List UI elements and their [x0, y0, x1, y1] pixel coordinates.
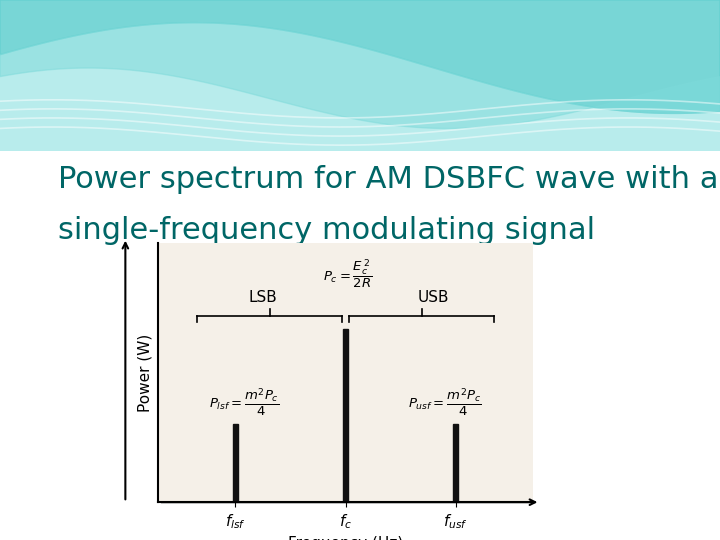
Text: USB: USB: [418, 290, 449, 305]
Text: LSB: LSB: [248, 290, 277, 305]
Bar: [343, 329, 348, 502]
Bar: [233, 424, 238, 502]
Text: $P_{lsf} = \dfrac{m^2P_c}{4}$: $P_{lsf} = \dfrac{m^2P_c}{4}$: [209, 386, 279, 418]
Text: $P_{usf} = \dfrac{m^2P_c}{4}$: $P_{usf} = \dfrac{m^2P_c}{4}$: [408, 386, 482, 418]
Text: single-frequency modulating signal: single-frequency modulating signal: [58, 216, 595, 245]
X-axis label: Frequency (Hz): Frequency (Hz): [288, 536, 403, 540]
Text: Power spectrum for AM DSBFC wave with a: Power spectrum for AM DSBFC wave with a: [58, 165, 718, 194]
Y-axis label: Power (W): Power (W): [138, 334, 153, 411]
Bar: [453, 424, 459, 502]
Text: $P_c = \dfrac{E_c^{\,2}}{2R}$: $P_c = \dfrac{E_c^{\,2}}{2R}$: [323, 258, 372, 292]
